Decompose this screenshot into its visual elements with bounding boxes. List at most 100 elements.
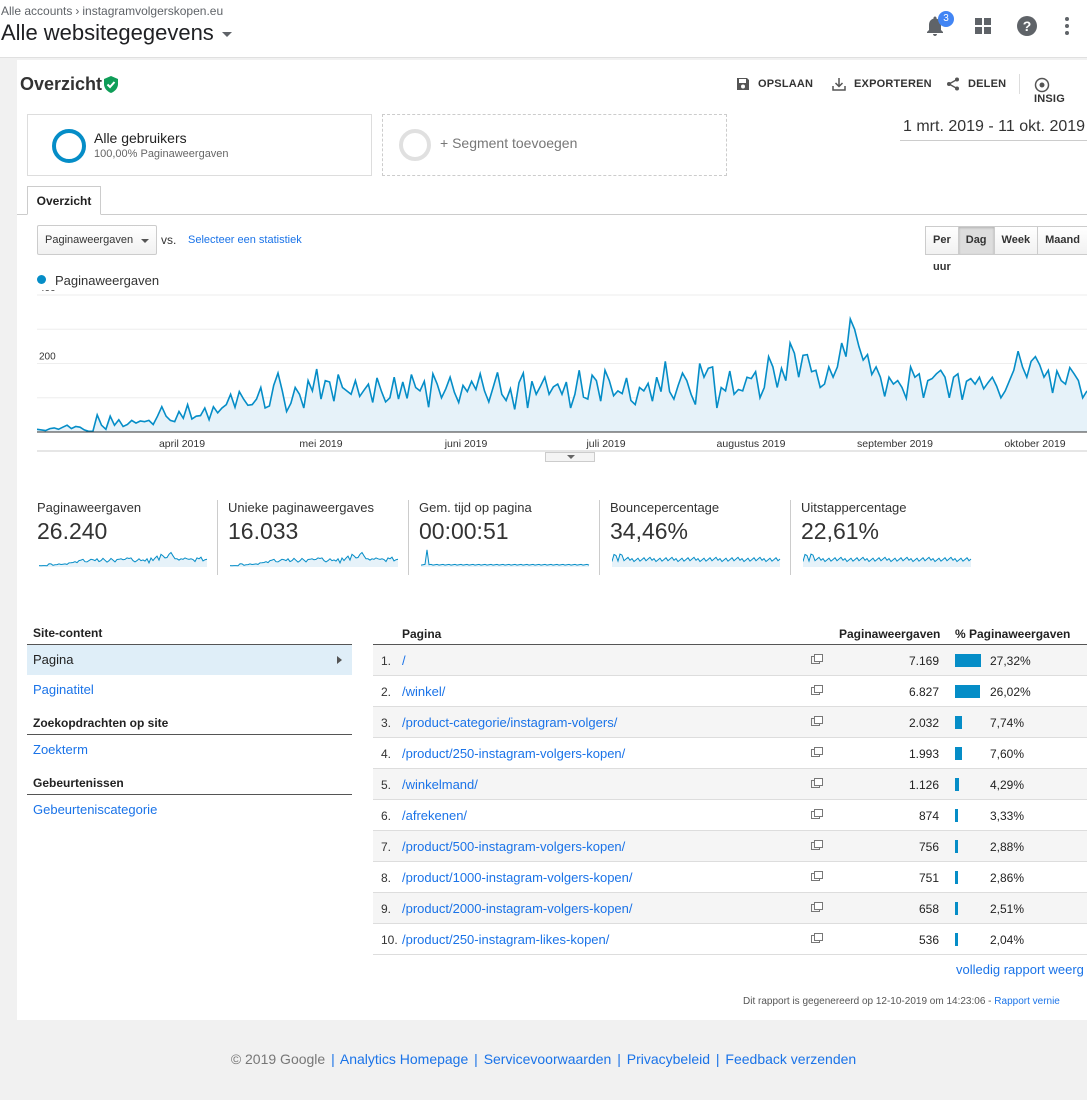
view-name: Alle websitegegevens (1, 20, 214, 45)
row-percentage: 4,29% (990, 778, 1025, 792)
segment-all-users[interactable]: Alle gebruikers 100,00% Paginaweergaven (27, 114, 372, 176)
granularity-week-button[interactable]: Week (993, 226, 1039, 255)
row-page-link[interactable]: /product/500-instagram-volgers-kopen/ (402, 839, 626, 854)
more-vert-icon[interactable] (1055, 14, 1079, 38)
row-pageviews: 751 (918, 871, 939, 885)
share-icon (947, 77, 959, 91)
site-content-divider (27, 644, 352, 645)
metric-tile[interactable]: Gem. tijd op pagina 00:00:51 (419, 500, 609, 575)
table-row: 5. /winkelmand/1.126 4,29% (373, 769, 1087, 800)
metric-value: 22,61% (801, 518, 880, 544)
share-button[interactable]: DELEN (946, 77, 1006, 91)
footer-link-analytics-homepage[interactable]: Analytics Homepage (339, 1051, 469, 1067)
granularity-hourly-button[interactable]: Per uur (925, 226, 959, 273)
open-page-icon[interactable] (811, 685, 823, 695)
site-content-heading: Site-content (33, 626, 103, 640)
generated-text: Dit rapport is gegenereerd op 12-10-2019… (743, 996, 995, 1007)
metric-sparkline (230, 551, 399, 567)
footer-link-terms[interactable]: Servicevoorwaarden (483, 1051, 612, 1067)
open-page-icon[interactable] (811, 840, 823, 850)
open-page-icon[interactable] (811, 933, 823, 943)
breadcrumb[interactable]: Alle accounts › instagramvolgerskopen.eu (1, 4, 223, 18)
save-button[interactable]: OPSLAAN (736, 77, 813, 91)
metric-select[interactable]: Paginaweergaven (37, 225, 157, 255)
tab-overview[interactable]: Overzicht (27, 186, 101, 215)
metric-value: 34,46% (610, 518, 689, 544)
legend-dot (37, 275, 46, 284)
row-page-link[interactable]: /product/250-instagram-volgers-kopen/ (402, 746, 626, 761)
save-label: OPSLAAN (758, 77, 814, 90)
add-segment-button[interactable]: + Segment toevoegen (382, 114, 727, 176)
row-page-link[interactable]: / (402, 653, 406, 668)
granularity-month-button[interactable]: Maand (1037, 226, 1087, 255)
open-page-icon[interactable] (811, 778, 823, 788)
row-page-link[interactable]: /winkel/ (402, 684, 446, 699)
metric-tile[interactable]: Paginaweergaven 26.240 (37, 500, 227, 575)
site-content-item-page-title[interactable]: Paginatitel (33, 682, 94, 697)
metric-sparkline (803, 553, 972, 567)
row-pageviews: 6.827 (908, 685, 939, 699)
metric-divider (217, 500, 218, 575)
metric-tile[interactable]: Unieke paginaweergaves 16.033 (228, 500, 418, 575)
row-percentage-bar (955, 933, 958, 946)
chart-collapse-toggle[interactable] (545, 452, 595, 462)
open-page-icon[interactable] (811, 654, 823, 664)
select-metric-link[interactable]: Selecteer een statistiek (188, 234, 302, 246)
x-tick-label: oktober 2019 (1004, 438, 1065, 450)
row-page-link[interactable]: /product/2000-instagram-volgers-kopen/ (402, 901, 633, 916)
row-page-link[interactable]: /afrekenen/ (402, 808, 468, 823)
row-rank: 5. (381, 778, 392, 792)
export-button[interactable]: EXPORTEREN (832, 77, 932, 91)
refresh-report-link[interactable]: Rapport vernie (994, 996, 1060, 1007)
row-page-link[interactable]: /product/1000-instagram-volgers-kopen/ (402, 870, 633, 885)
row-pageviews: 658 (918, 902, 939, 916)
download-icon (832, 78, 846, 91)
caret-down-icon (221, 31, 232, 37)
copyright: © 2019 Google (230, 1051, 326, 1067)
metric-tile[interactable]: Bouncepercentage 34,46% (610, 500, 800, 575)
share-label: DELEN (968, 77, 1007, 90)
insights-button[interactable]: INSIG (1034, 77, 1087, 105)
row-percentage: 2,04% (990, 933, 1025, 947)
site-search-item-term[interactable]: Zoekterm (33, 742, 88, 757)
row-rank: 3. (381, 716, 392, 730)
pageviews-chart[interactable]: 200 400 april 2019 mei 2019 juni 2019 juli 20… (37, 290, 1087, 452)
column-header-page[interactable]: Pagina (402, 627, 442, 641)
vs-label: vs. (161, 233, 177, 247)
footer-link-privacy[interactable]: Privacybeleid (626, 1051, 710, 1067)
x-tick-label: augustus 2019 (717, 438, 786, 450)
breadcrumb-property[interactable]: instagramvolgerskopen.eu (82, 4, 224, 18)
date-range-picker[interactable]: 1 mrt. 2019 - 11 okt. 2019 (900, 118, 1087, 141)
add-segment-label: + Segment toevoegen (440, 135, 578, 151)
table-row: 10. /product/250-instagram-likes-kopen/53… (373, 924, 1087, 955)
column-header-pageviews[interactable]: Paginaweergaven (839, 627, 941, 641)
insights-label: INSIG (1034, 93, 1065, 105)
open-page-icon[interactable] (811, 871, 823, 881)
open-page-icon[interactable] (811, 716, 823, 726)
row-page-link[interactable]: /product-categorie/instagram-volgers/ (402, 715, 618, 730)
svg-text:?: ? (1023, 18, 1032, 34)
x-tick-label: juni 2019 (444, 438, 488, 450)
breadcrumb-root[interactable]: Alle accounts (1, 4, 73, 18)
footer-link-feedback[interactable]: Feedback verzenden (725, 1051, 857, 1067)
view-selector[interactable]: Alle websitegegevens (1, 20, 232, 46)
site-content-item-page[interactable]: Pagina (27, 645, 352, 675)
column-header-percentage[interactable]: % Paginaweergaven (955, 627, 1071, 641)
events-item-category[interactable]: Gebeurteniscategorie (33, 802, 158, 817)
row-rank: 8. (381, 871, 392, 885)
y-tick-label: 200 (39, 352, 56, 363)
apps-grid-icon[interactable] (971, 14, 995, 38)
row-rank: 4. (381, 747, 392, 761)
help-icon[interactable]: ? (1015, 14, 1039, 38)
open-page-icon[interactable] (811, 747, 823, 757)
open-page-icon[interactable] (811, 902, 823, 912)
empty-segment-ring-icon (399, 129, 431, 161)
row-percentage: 7,74% (990, 716, 1025, 730)
metric-tile[interactable]: Uitstappercentage 22,61% (801, 500, 991, 575)
row-page-link[interactable]: /winkelmand/ (402, 777, 478, 792)
row-page-link[interactable]: /product/250-instagram-likes-kopen/ (402, 932, 610, 947)
open-page-icon[interactable] (811, 809, 823, 819)
granularity-day-button[interactable]: Dag (957, 226, 995, 255)
site-search-heading: Zoekopdrachten op site (33, 716, 169, 730)
full-report-link[interactable]: volledig rapport weerg (956, 962, 1084, 977)
